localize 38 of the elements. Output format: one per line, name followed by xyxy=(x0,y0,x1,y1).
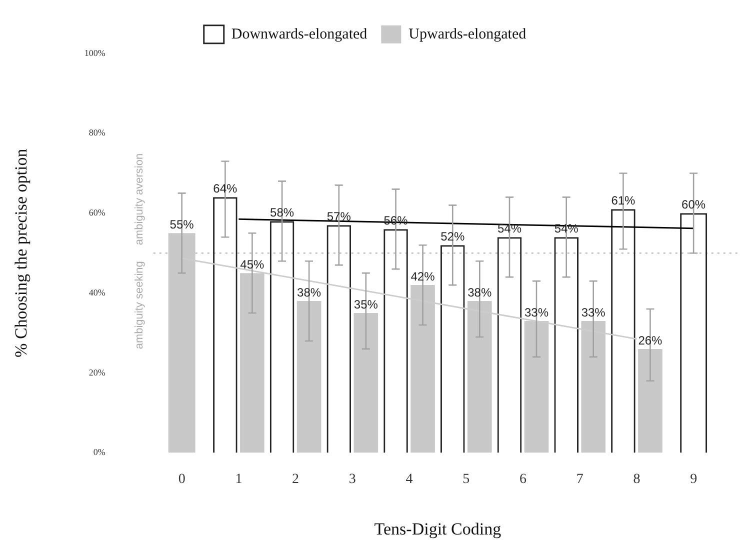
x-tick-label: 6 xyxy=(519,472,526,487)
y-tick-label: 80% xyxy=(88,128,106,138)
x-tick-label: 0 xyxy=(178,472,186,487)
data-label: 55% xyxy=(170,217,194,232)
data-label: 64% xyxy=(213,181,238,196)
y-tick-label: 40% xyxy=(88,287,106,298)
data-label: 52% xyxy=(440,229,465,244)
data-label: 54% xyxy=(497,221,522,236)
text: ambiguity seeking xyxy=(133,261,146,350)
data-label: 60% xyxy=(682,197,706,212)
data-label: 57% xyxy=(326,209,352,224)
data-label: 38% xyxy=(468,285,492,300)
x-tick-label: 3 xyxy=(348,472,356,487)
x-axis-title: Tens-Digit Coding xyxy=(374,519,502,538)
x-tick-label: 4 xyxy=(406,472,413,487)
data-label: 61% xyxy=(611,193,636,208)
x-tick-label: 9 xyxy=(690,472,698,487)
x-tick-label: 5 xyxy=(462,472,470,487)
data-label: 45% xyxy=(240,257,265,272)
data-label: 58% xyxy=(270,205,294,220)
y-tick-label: 100% xyxy=(84,48,106,58)
x-tick-label: 2 xyxy=(292,472,300,487)
y-tick-label: 60% xyxy=(88,208,106,218)
x-tick-label: 1 xyxy=(235,472,242,487)
text: ambiguity aversion xyxy=(133,153,146,246)
y-tick-label: 20% xyxy=(88,367,106,378)
y-axis-title: % Choosing the precise option xyxy=(12,148,31,358)
data-label: 42% xyxy=(410,269,436,284)
data-label: 26% xyxy=(638,333,663,348)
x-tick-label: 8 xyxy=(633,472,640,487)
x-tick-label: 7 xyxy=(576,472,584,487)
data-label: 33% xyxy=(581,305,606,320)
legend-label: Upwards-elongated xyxy=(408,26,527,42)
legend-label: Downwards-elongated xyxy=(231,26,368,42)
data-label: 33% xyxy=(524,305,549,320)
data-label: 35% xyxy=(354,297,378,312)
y-tick-label: 0% xyxy=(93,447,106,458)
data-label: 38% xyxy=(297,285,322,300)
